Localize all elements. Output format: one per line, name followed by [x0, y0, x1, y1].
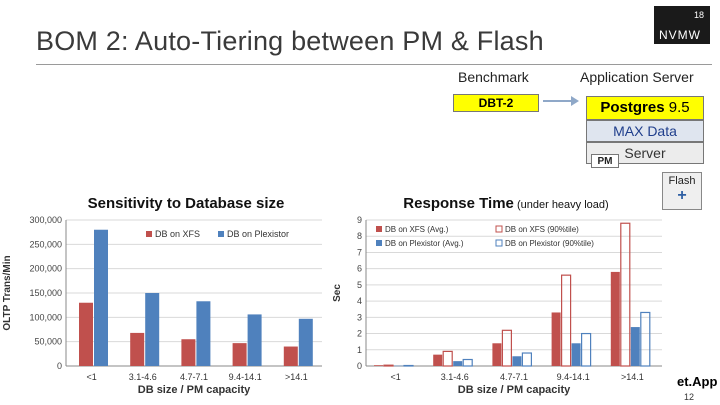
bar — [521, 352, 532, 367]
x-tick-label: 9.4-14.1 — [229, 372, 262, 382]
arrow-right-icon — [543, 96, 579, 106]
x-tick-label: 4.7-7.1 — [500, 372, 528, 382]
x-axis-title: DB size / PM capacity — [458, 384, 571, 396]
y-tick-label: 7 — [357, 247, 362, 257]
x-tick-label: 3.1-4.6 — [441, 372, 469, 382]
bar — [581, 332, 592, 367]
postgres-version: 9.5 — [668, 99, 690, 116]
bar — [298, 318, 313, 366]
y-tick-label: 0 — [57, 361, 62, 371]
chart-title: Response Time (under heavy load) — [403, 195, 608, 212]
legend-label: DB on Plexistor (90%tile) — [505, 239, 594, 248]
legend-swatch — [376, 226, 382, 232]
bar — [571, 343, 581, 366]
y-tick-label: 200,000 — [29, 264, 62, 274]
bar — [130, 332, 145, 366]
bar — [462, 358, 473, 367]
nvmw-logo: 18 NVMW — [654, 6, 710, 44]
legend-label: DB on XFS (Avg.) — [385, 225, 449, 234]
bar — [383, 364, 394, 367]
chart-title: Sensitivity to Database size — [88, 195, 285, 212]
bar — [501, 329, 512, 367]
y-tick-label: 6 — [357, 264, 362, 274]
footer-brand: et.App — [677, 374, 718, 389]
x-tick-label: 9.4-14.1 — [557, 372, 590, 382]
y-tick-label: 9 — [357, 215, 362, 225]
x-tick-label: 3.1-4.6 — [129, 372, 157, 382]
bar — [283, 346, 298, 366]
x-tick-label: 4.7-7.1 — [180, 372, 208, 382]
legend-label: DB on Plexistor — [227, 229, 289, 239]
bar — [403, 364, 414, 367]
bar — [196, 301, 211, 366]
bar — [610, 271, 620, 366]
bar — [442, 350, 453, 367]
bar — [232, 343, 247, 366]
y-tick-label: 1 — [357, 345, 362, 355]
y-tick-label: 0 — [357, 361, 362, 371]
y-tick-label: 2 — [357, 329, 362, 339]
bar — [374, 365, 383, 366]
bar — [620, 222, 631, 367]
max-data-box: MAX Data — [586, 120, 704, 142]
benchmark-label: Benchmark — [458, 69, 529, 85]
title-divider — [36, 64, 712, 65]
legend-swatch — [495, 239, 503, 247]
y-tick-label: 300,000 — [29, 215, 62, 225]
logo-text: NVMW — [659, 28, 701, 42]
x-tick-label: <1 — [86, 372, 96, 382]
logo-number: 18 — [693, 10, 704, 20]
flash-box: Flash + — [662, 172, 702, 210]
bar — [94, 229, 108, 366]
y-axis-title: Sec — [332, 284, 343, 302]
x-tick-label: <1 — [390, 372, 400, 382]
bar — [433, 354, 443, 366]
y-tick-label: 5 — [357, 280, 362, 290]
legend-label: DB on Plexistor (Avg.) — [385, 239, 464, 248]
plus-icon: + — [677, 187, 687, 204]
x-axis-title: DB size / PM capacity — [138, 384, 251, 396]
postgres-label: Postgres — [600, 99, 665, 116]
y-tick-label: 50,000 — [34, 337, 62, 347]
y-tick-label: 8 — [357, 231, 362, 241]
bar — [247, 314, 262, 366]
flash-label: Flash — [668, 175, 696, 187]
bar — [630, 327, 640, 366]
legend-swatch — [218, 231, 224, 237]
bar — [640, 311, 651, 367]
pm-label: PM — [591, 154, 619, 168]
slide-title: BOM 2: Auto-Tiering between PM & Flash — [36, 26, 544, 56]
legend-label: DB on XFS — [155, 229, 200, 239]
sensitivity-chart: 0 50,000 100,000 150,000 200,000 250,000 300,0… — [2, 195, 322, 396]
x-tick-label: >14.1 — [621, 372, 644, 382]
bar — [453, 361, 463, 366]
y-tick-label: 100,000 — [29, 312, 62, 322]
bar — [561, 274, 572, 367]
bar — [512, 356, 522, 366]
x-tick-label: >14.1 — [285, 372, 308, 382]
legend-swatch — [376, 240, 382, 246]
y-tick-label: 3 — [357, 312, 362, 322]
y-tick-label: 4 — [357, 296, 362, 306]
y-tick-label: 250,000 — [29, 239, 62, 249]
chart-title-suffix: (under heavy load) — [514, 199, 609, 211]
bar — [145, 293, 160, 366]
bar — [394, 365, 403, 367]
legend-label: DB on XFS (90%tile) — [505, 225, 579, 234]
benchmark-box: DBT-2 — [453, 94, 539, 112]
app-server-label: Application Server — [580, 69, 694, 85]
bar — [492, 343, 502, 366]
bar — [181, 339, 196, 366]
legend-swatch — [495, 225, 503, 233]
page-number: 12 — [684, 392, 695, 402]
bar — [79, 302, 93, 366]
bar — [551, 312, 561, 366]
response-time-chart: 0 1 2 3 4 5 6 7 8 9 <1 3.1-4.6 4.7-7.1 9.4-14.1 >14.1 R… — [332, 195, 662, 396]
y-axis-title: OLTP Trans/Min — [2, 255, 13, 330]
y-tick-label: 150,000 — [29, 288, 62, 298]
legend-swatch — [146, 231, 152, 237]
postgres-box: Postgres 9.5 — [586, 96, 704, 120]
